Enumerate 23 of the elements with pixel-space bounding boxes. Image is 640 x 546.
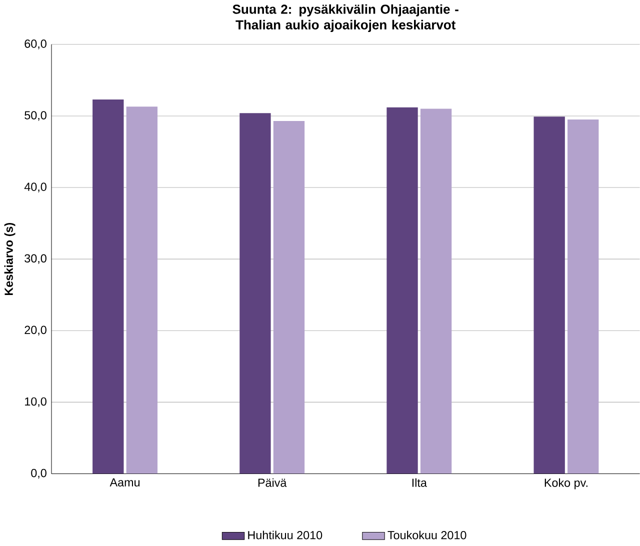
- y-tick-label: 0,0: [31, 468, 46, 478]
- x-tick-label: Päivä: [258, 478, 287, 487]
- legend-label: Huhtikuu 2010: [248, 530, 322, 540]
- x-tick-label: Koko pv.: [544, 478, 588, 490]
- bar: [273, 120, 305, 474]
- bar: [386, 107, 418, 474]
- chart-title: Suunta 2: pysäkkivälin Ohjaajantie - Thalian aukio ajoaikojen keskiarvot: [232, 4, 458, 32]
- bar: [126, 106, 158, 474]
- bar: [92, 99, 124, 474]
- y-tick-label: 10,0: [25, 397, 46, 407]
- y-tick-label: 40,0: [24, 182, 46, 192]
- y-tick-label: 50,0: [24, 110, 46, 121]
- bar: [534, 116, 565, 474]
- y-tick-label: 60,0: [24, 39, 46, 50]
- y-axis-title: Keskiarvo (s): [4, 222, 16, 295]
- legend-label: Toukokuu 2010: [388, 530, 466, 540]
- x-tick-label: Ilta: [412, 478, 427, 487]
- x-tick-label: Aamu: [110, 478, 140, 486]
- bar: [568, 119, 599, 474]
- bar: [240, 112, 271, 474]
- y-tick-label: 20,0: [24, 326, 46, 336]
- bar: [420, 108, 452, 474]
- y-tick-label: 30,0: [24, 254, 46, 264]
